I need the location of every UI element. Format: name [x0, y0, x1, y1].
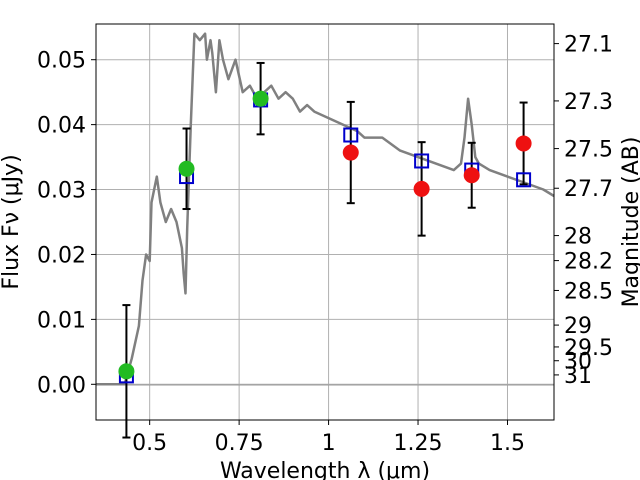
- red-flux-point: [515, 135, 532, 152]
- magnitude-tick-label: 27.5: [564, 138, 613, 163]
- red-flux-point: [413, 180, 430, 197]
- model-flux-square: [414, 153, 430, 169]
- x-tick-label: 0.5: [132, 431, 167, 456]
- magnitude-tick-label: 29.5: [564, 336, 613, 361]
- red-flux-point: [342, 144, 359, 161]
- x-tick-label: 1.25: [394, 431, 443, 456]
- model-spectrum: [96, 32, 555, 386]
- y-tick-label: 0.01: [37, 308, 86, 333]
- x-tick-label: 0.75: [215, 431, 264, 456]
- magnitude-axis-label: Magnitude (AB): [619, 137, 640, 308]
- y-tick-label: 0.03: [37, 179, 86, 204]
- y-tick-label: 0.02: [37, 243, 86, 268]
- y-axis-label: Flux Fν (μJy): [0, 154, 24, 289]
- x-tick-label: 1.5: [490, 431, 525, 456]
- y-tick-label: 0.04: [37, 114, 86, 139]
- magnitude-tick-label: 28: [564, 225, 592, 250]
- magnitude-tick-label: 27.1: [564, 33, 613, 58]
- y-axis-ticks: 0.00 0.01 0.02 0.03 0.04 0.05: [37, 49, 96, 398]
- plot-frame: [95, 23, 555, 421]
- magnitude-tick-label: 31: [564, 364, 592, 389]
- model-flux-square: [516, 172, 532, 188]
- magnitude-tick-label: 27.3: [564, 90, 613, 115]
- photometry-points: [118, 90, 532, 384]
- magnitude-tick-label: 30: [564, 350, 592, 375]
- y-tick-label: 0.00: [37, 373, 86, 398]
- x-axis-label: Wavelength λ (μm): [220, 459, 430, 480]
- magnitude-tick-label: 28.5: [564, 279, 613, 304]
- magnitude-tick-label: 28.2: [564, 250, 613, 275]
- model-flux-square: [343, 127, 359, 143]
- green-flux-point: [252, 90, 269, 107]
- y-tick-label: 0.05: [37, 49, 86, 74]
- grid: [96, 24, 554, 420]
- magnitude-tick-label: 27.7: [564, 177, 613, 202]
- green-flux-point: [118, 363, 135, 380]
- x-axis-ticks: 0.5 0.75 1 1.25 1.5: [132, 420, 525, 456]
- x-tick-label: 1: [322, 431, 336, 456]
- red-flux-point: [463, 167, 480, 184]
- green-flux-point: [178, 160, 195, 177]
- magnitude-tick-label: 29: [564, 314, 592, 339]
- model-spectrum-line: [96, 32, 555, 386]
